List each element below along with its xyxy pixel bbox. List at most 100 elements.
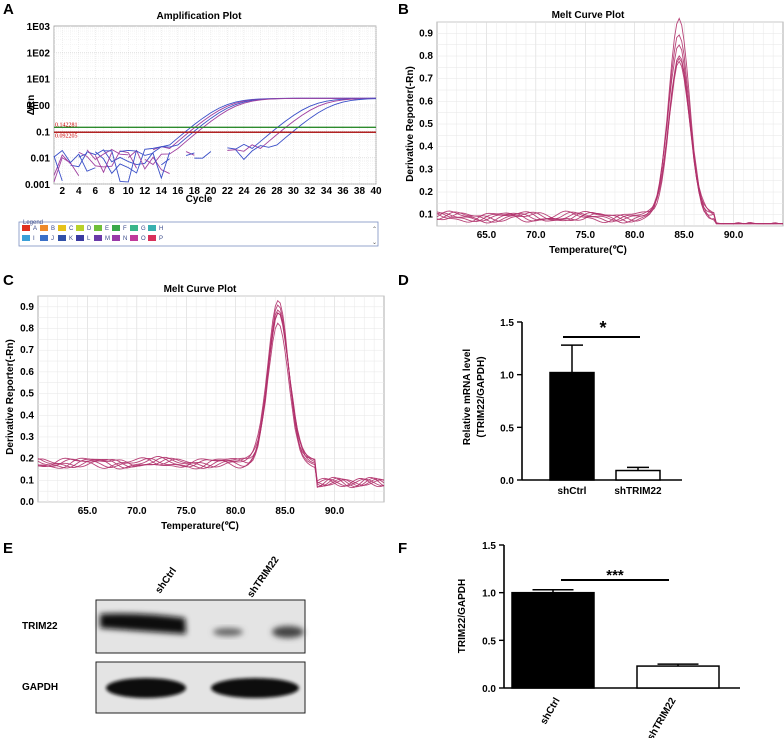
x-tick-label: 65.0 (477, 230, 497, 241)
amplification-curve[interactable] (185, 152, 195, 157)
melt-curve[interactable] (436, 60, 783, 225)
error-bars (561, 344, 649, 471)
x-tick-label: 34 (321, 186, 333, 197)
bar-shCtrl[interactable] (549, 371, 595, 481)
panel-label-d: D (398, 272, 409, 289)
x-ticks: 2 4 6 8 10 12 14 16 18 20 22 24 26 28 30 32 34 36 38 40 (59, 186, 382, 197)
amplification-curve[interactable] (53, 149, 96, 172)
amplification-curve[interactable] (128, 149, 170, 174)
amplification-curve[interactable] (94, 152, 113, 174)
legend-swatch (76, 235, 84, 241)
band-gapdh-shtrim22 (211, 678, 299, 698)
y-axis-label: TRIM22/GAPDH (457, 579, 468, 653)
y-tick-label: 1.0 (482, 589, 496, 600)
legend-label: F (123, 226, 127, 232)
x-ticks: 65.0 70.0 75.0 80.0 85.0 90.0 (477, 230, 744, 241)
amplification-curve[interactable] (144, 97, 377, 166)
legend-swatch (112, 225, 120, 231)
y-axis-label: ΔRn (26, 95, 37, 116)
bar-shCtrl[interactable] (511, 591, 595, 689)
legend-label: K (69, 236, 73, 242)
y-tick-label: 0.6 (419, 96, 433, 107)
legend-swatch (94, 235, 102, 241)
bar-shTRIM22[interactable] (615, 469, 661, 481)
legend-label: O (141, 236, 146, 242)
amplification-curve[interactable] (103, 149, 137, 183)
amplification-curve[interactable] (185, 151, 195, 156)
y-tick-label: 0.01 (31, 154, 51, 165)
panel-label-b: B (398, 1, 409, 18)
y-tick-label: 0.3 (419, 164, 433, 175)
melt-curve[interactable] (37, 322, 385, 488)
x-tick-label: 12 (139, 186, 151, 197)
x-tick-label: 70.0 (526, 230, 546, 241)
threshold-label-red: 0.092205 (55, 133, 78, 139)
y-tick-label: 0.7 (419, 74, 433, 85)
melt-curves (37, 299, 385, 489)
category-label: shCtrl (558, 486, 587, 497)
melt-curve[interactable] (37, 309, 385, 488)
amplification-curve[interactable] (119, 149, 171, 180)
legend-label: B (51, 226, 55, 232)
x-tick-label: 28 (271, 186, 283, 197)
legend-swatch (40, 235, 48, 241)
category-label: shTRIM22 (614, 486, 662, 497)
x-tick-label: 4 (76, 186, 82, 197)
y-tick-label: 0.1 (36, 127, 50, 138)
y-tick-label: 0.7 (20, 345, 34, 356)
panel-c: C Melt Curve Plot 0.00.10.20.30.40.50.60… (3, 272, 385, 532)
amplification-curve[interactable] (235, 98, 377, 161)
x-tick-label: 18 (189, 186, 201, 197)
scroll-up-icon[interactable]: ⌃ (372, 226, 377, 233)
y-tick-label: 0.2 (20, 454, 34, 465)
panel-label-f: F (398, 540, 407, 557)
x-tick-label: 90.0 (325, 506, 345, 517)
y-tick-label: 0.001 (25, 180, 50, 191)
scroll-down-icon[interactable]: ⌄ (372, 239, 377, 246)
y-ticks: 1E03 1E02 1E01 1E00 0.1 0.01 0.001 (25, 22, 50, 191)
legend-label: H (159, 226, 163, 232)
legend-label: C (69, 226, 74, 232)
legend-label: J (51, 236, 54, 242)
panel-e: E shCtrl shTRIM22 TRIM22 GAPDH (3, 540, 306, 714)
melt-curve[interactable] (37, 304, 385, 487)
y-axis-label: Derivative Reporter(-Rn) (405, 66, 416, 182)
panel-label-c: C (3, 272, 14, 289)
legend-swatch (76, 225, 84, 231)
plot-area (37, 295, 385, 503)
y-tick-label: 0.5 (20, 389, 34, 400)
amplification-curve[interactable] (194, 151, 212, 159)
legend-label: P (159, 236, 163, 242)
amplification-curve[interactable] (86, 149, 129, 160)
x-tick-label: 16 (172, 186, 184, 197)
legend-swatch (130, 235, 138, 241)
legend-swatch (94, 225, 102, 231)
bar-shTRIM22[interactable] (636, 665, 720, 689)
x-tick-label: 30 (288, 186, 300, 197)
error-bars (532, 589, 699, 667)
amplification-curve[interactable] (53, 156, 80, 183)
chart-title: Melt Curve Plot (164, 284, 237, 295)
melt-curve[interactable] (37, 312, 385, 489)
y-tick-label: 1E03 (27, 22, 51, 33)
legend-label: M (105, 236, 110, 242)
band-trim22-shtrim22 (213, 626, 304, 638)
legend-label: I (33, 236, 35, 242)
y-tick-label: 0.2 (419, 187, 433, 198)
y-tick-label: 0.5 (500, 423, 514, 434)
y-tick-label: 0.1 (419, 210, 433, 221)
x-tick-label: 10 (123, 186, 135, 197)
legend-swatch (58, 225, 66, 231)
x-tick-label: 32 (304, 186, 316, 197)
y-axis-label-line1: Relative mRNA level (462, 349, 473, 446)
amplification-curve[interactable] (227, 97, 377, 152)
legend-swatch (22, 225, 30, 231)
band-gapdh-shctrl (106, 678, 186, 698)
amplification-curve[interactable] (161, 158, 170, 166)
legend-label: N (123, 236, 127, 242)
y-tick-label: 0.0 (500, 476, 514, 487)
x-tick-label: 38 (354, 186, 366, 197)
legend-label: D (87, 226, 92, 232)
significance-marker: *** (606, 567, 624, 584)
x-tick-label: 26 (255, 186, 267, 197)
